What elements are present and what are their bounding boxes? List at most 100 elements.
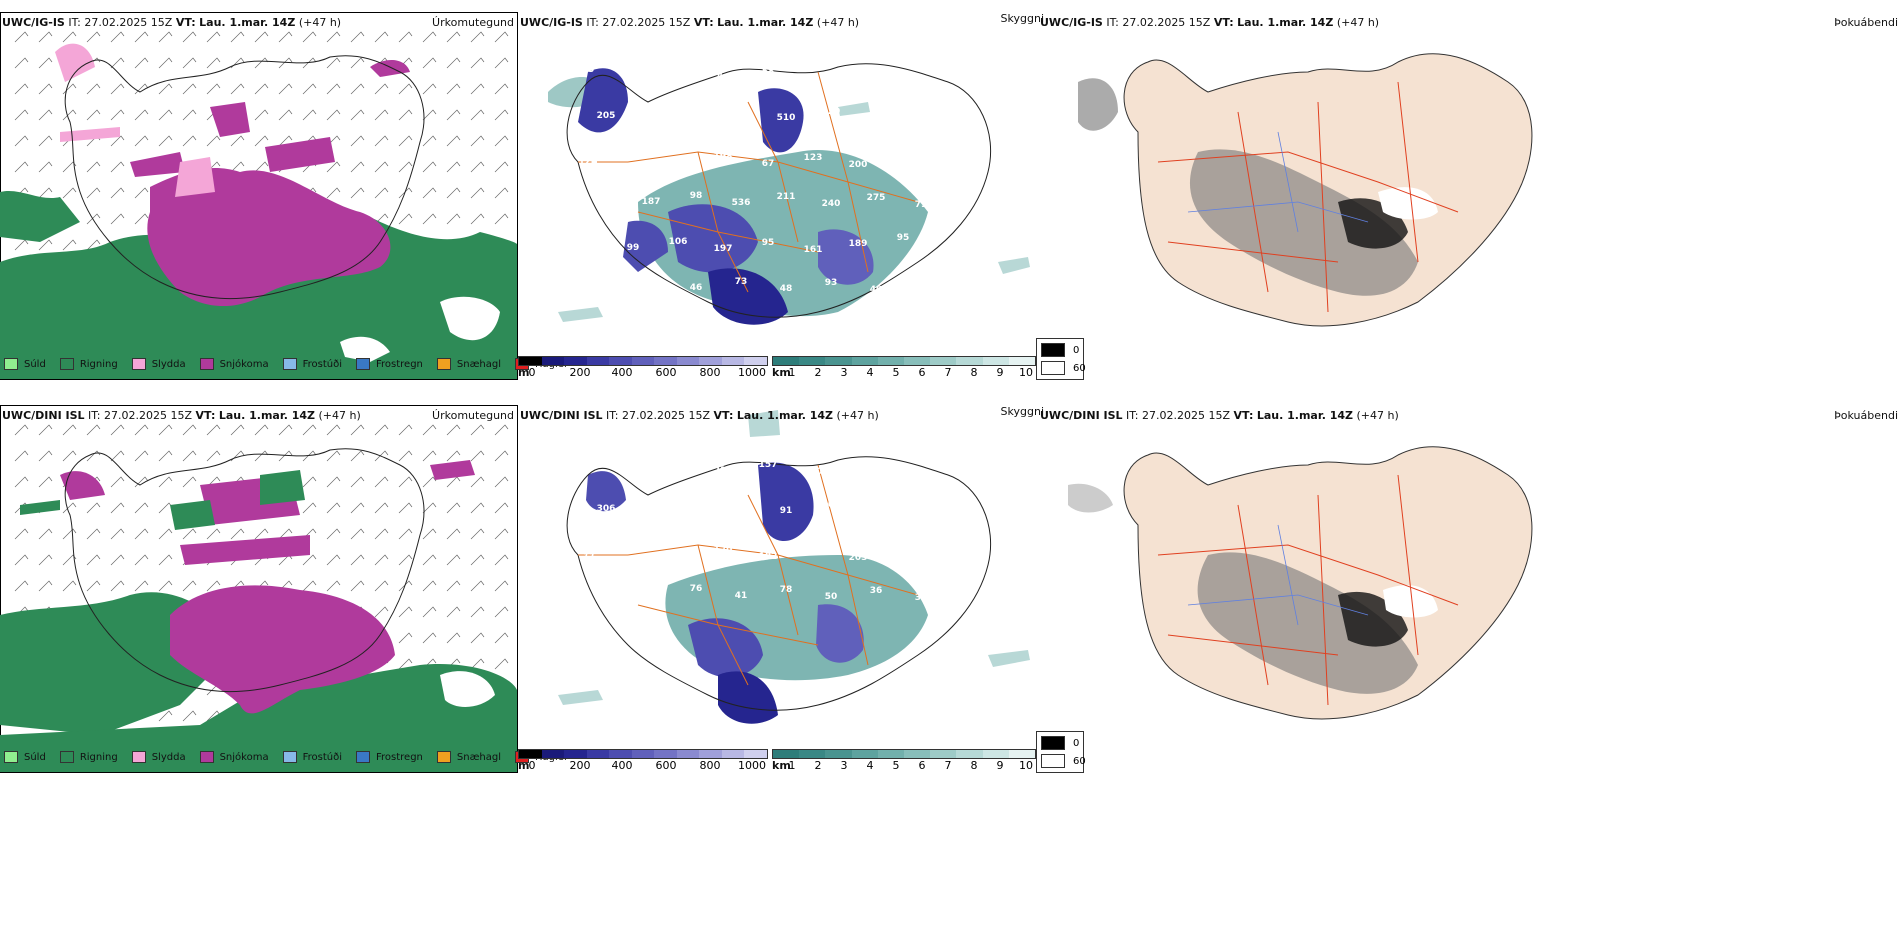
colorbar-km-tick: 3 — [840, 759, 848, 772]
wind-barb — [134, 213, 149, 225]
wind-barb — [62, 580, 77, 592]
legend-label: 60 — [1073, 362, 1086, 374]
legend-item: Frostregn — [356, 358, 423, 370]
colorbar-segment — [904, 750, 931, 758]
wind-barb — [182, 450, 197, 462]
precip-panel-bottom: UWC/DINI ISL IT: 27.02.2025 15Z VT: Lau.… — [0, 405, 567, 773]
wind-barb — [254, 57, 269, 69]
colorbar-segment — [744, 357, 768, 365]
wind-barb — [86, 502, 101, 514]
wind-barb — [230, 161, 245, 173]
colorbar-segment — [721, 357, 745, 365]
legend-item: Slydda — [131, 358, 186, 370]
wind-barb — [254, 31, 269, 43]
wind-barb — [134, 135, 149, 147]
cloud-base-label: 197 — [714, 244, 733, 254]
fog-legend-item: 60 — [1041, 754, 1086, 768]
wind-barb — [110, 580, 125, 592]
wind-barb — [422, 424, 437, 436]
legend-item: Slydda — [131, 751, 186, 763]
cloud-base-label: 267 — [894, 547, 913, 557]
wind-barb — [158, 83, 173, 95]
wind-barb — [134, 554, 149, 566]
wind-barb — [86, 554, 101, 566]
legend-swatch — [282, 751, 297, 763]
lead-time: (+47 h) — [298, 16, 342, 29]
legend-label: 60 — [1073, 755, 1086, 767]
cloud-base-label: 75 — [582, 65, 595, 75]
fog-legend-top: 0 60 — [1036, 338, 1086, 380]
wind-barb — [110, 424, 125, 436]
wind-barb — [494, 502, 509, 514]
colorbar-segment — [654, 357, 677, 365]
colorbar-m-tick: 0 — [528, 366, 536, 379]
colorbar-km-tick: 1 — [788, 759, 796, 772]
colorbar-km-unit: km — [772, 366, 791, 379]
wind-barb — [470, 31, 485, 43]
wind-barb — [470, 528, 485, 540]
wind-barb — [422, 109, 437, 121]
wind-barb — [326, 528, 341, 540]
colorbar-segment — [851, 357, 878, 365]
wind-barb — [398, 632, 413, 644]
cloud-base-label: 102 — [894, 75, 913, 85]
wind-barb — [374, 109, 389, 121]
wind-barb — [326, 502, 341, 514]
cloud-base-label: 37 — [915, 593, 928, 603]
wind-barb — [110, 554, 125, 566]
vt-value: Lau. 1.mar. 14Z — [717, 16, 814, 29]
vt-label: VT: — [195, 409, 216, 422]
wind-barb — [14, 135, 29, 147]
legend-label: Frostregn — [376, 358, 423, 370]
wind-barb — [494, 135, 509, 147]
wind-barb — [374, 580, 389, 592]
wind-barb — [254, 450, 269, 462]
wind-barb — [398, 109, 413, 121]
wind-barb — [422, 528, 437, 540]
colorbar-km-tick: 5 — [892, 759, 900, 772]
cloud-title: Skyggni — [1000, 12, 1044, 25]
it-value: 27.02.2025 15Z — [84, 16, 173, 29]
colorbar-m-unit: m — [518, 759, 530, 772]
colorbar-km-tick: 7 — [944, 759, 952, 772]
wind-barb — [278, 135, 293, 147]
wind-barb — [14, 161, 29, 173]
wind-barb — [38, 161, 53, 173]
fog-title: Þokuábendi — [1834, 16, 1898, 29]
model-name: UWC/IG-IS — [1040, 16, 1103, 29]
cloud-base-label: 98 — [690, 191, 703, 201]
it-label: IT: — [606, 409, 619, 422]
colorbar-m-tick: 800 — [699, 366, 721, 379]
colorbar-segment — [564, 750, 587, 758]
wind-barb — [62, 554, 77, 566]
wind-barb — [182, 580, 197, 592]
cloud-base-label: 98 — [600, 282, 613, 292]
wind-barb — [278, 109, 293, 121]
fog-legend-item: 60 — [1041, 361, 1086, 375]
cloud-base-label: 93 — [825, 278, 838, 288]
wind-barb — [62, 109, 77, 121]
wind-barb — [494, 554, 509, 566]
cloud-label-layer-top: 75 66 44 50 58 35 64 102 205 83 85 60 510 129 163 260 12… — [579, 65, 931, 295]
wind-barb — [110, 187, 125, 199]
precip-map-bottom — [0, 405, 518, 773]
wind-barb — [494, 658, 509, 670]
wind-barb — [350, 476, 365, 488]
vt-value: Lau. 1.mar. 14Z — [199, 16, 296, 29]
colorbar-km-tick: 6 — [918, 366, 926, 379]
wind-barb — [302, 502, 317, 514]
wind-barb — [398, 31, 413, 43]
cloud-base-label: 193 — [669, 551, 688, 561]
colorbar-segment — [877, 750, 905, 758]
cloud-base-label: 64 — [852, 68, 865, 78]
cloud-title: Skyggni — [1000, 405, 1044, 418]
wind-barb — [158, 476, 173, 488]
wind-barb — [38, 476, 53, 488]
colorbar-segment — [799, 750, 826, 758]
wind-barb — [134, 502, 149, 514]
wind-barb — [182, 57, 197, 69]
wind-barb — [470, 502, 485, 514]
lead-time: (+47 h) — [1336, 16, 1380, 29]
legend-label: Slydda — [151, 358, 186, 370]
cloud-base-label: 63 — [735, 512, 748, 522]
